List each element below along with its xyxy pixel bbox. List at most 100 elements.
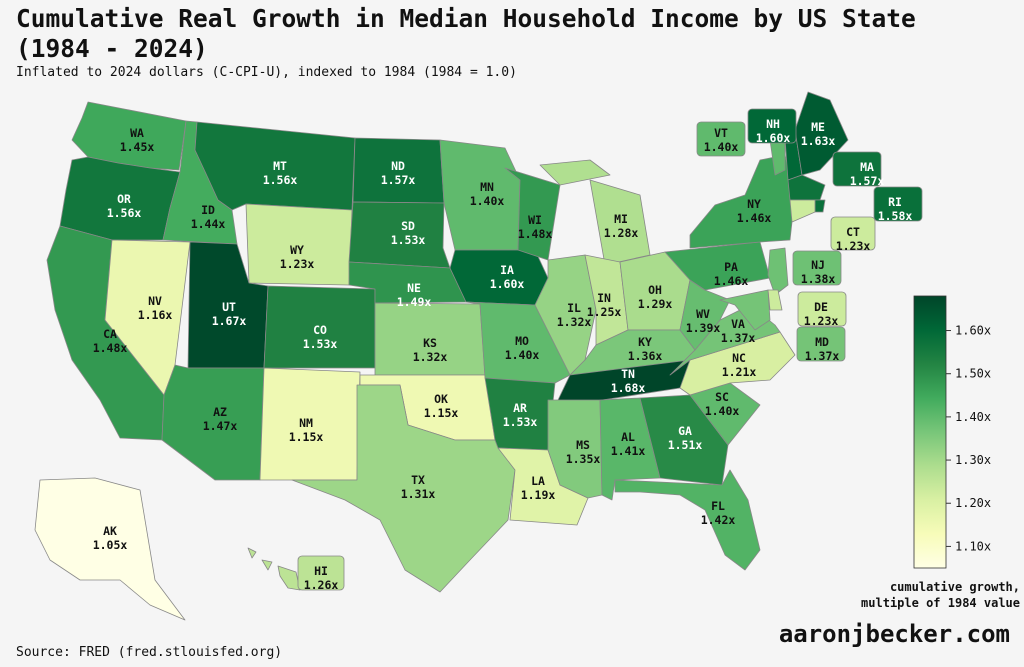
state-value-ok: 1.15x (424, 406, 459, 420)
state-value-az: 1.47x (203, 419, 238, 433)
state-code-co: CO (313, 323, 327, 337)
state-value-ga: 1.51x (668, 438, 703, 452)
state-code-or: OR (117, 192, 131, 206)
state-value-ca: 1.48x (93, 341, 128, 355)
state-code-ma: MA (860, 160, 874, 174)
state-value-wv: 1.39x (686, 321, 721, 335)
state-value-il: 1.32x (557, 315, 592, 329)
state-code-ct: CT (846, 225, 860, 239)
state-code-tn: TN (621, 367, 635, 381)
state-code-la: LA (531, 474, 545, 488)
state-code-mo: MO (515, 334, 529, 348)
state-value-pa: 1.46x (714, 274, 749, 288)
legend-tick-label: 1.30x (955, 453, 991, 467)
legend-tick-label: 1.20x (955, 496, 991, 510)
state-code-il: IL (567, 301, 581, 315)
state-value-la: 1.19x (521, 488, 556, 502)
state-value-ak: 1.05x (93, 538, 128, 552)
state-value-ne: 1.49x (397, 295, 432, 309)
state-label-box-vt (696, 121, 746, 157)
state-value-ut: 1.67x (212, 314, 247, 328)
state-value-nm: 1.15x (289, 430, 324, 444)
state-value-mo: 1.40x (505, 348, 540, 362)
state-labels: WA1.45xOR1.56xCA1.48xNV1.16xID1.44xMT1.5… (93, 108, 923, 592)
state-mi (539, 159, 651, 266)
state-code-wv: WV (696, 307, 710, 321)
state-code-wi: WI (528, 213, 542, 227)
state-value-nh: 1.60x (756, 131, 791, 145)
state-value-nv: 1.16x (138, 308, 173, 322)
state-code-ky: KY (638, 335, 652, 349)
state-ak (34, 477, 186, 621)
state-hi (247, 547, 301, 591)
state-code-ca: CA (103, 327, 117, 341)
legend-tick-label: 1.40x (955, 410, 991, 424)
chart-title: Cumulative Real Growth in Median Househo… (16, 4, 916, 63)
state-code-nc: NC (732, 351, 746, 365)
state-code-ga: GA (678, 424, 692, 438)
state-code-nd: ND (391, 159, 405, 173)
state-fl (614, 469, 761, 571)
state-code-me: ME (811, 120, 825, 134)
state-code-ak: AK (103, 524, 117, 538)
state-code-de: DE (814, 300, 828, 314)
state-code-wy: WY (290, 243, 304, 257)
state-value-wi: 1.48x (518, 227, 553, 241)
brand-watermark: aaronjbecker.com (778, 620, 1010, 648)
state-value-co: 1.53x (303, 337, 338, 351)
state-value-de: 1.23x (804, 314, 839, 328)
state-value-in: 1.25x (587, 305, 622, 319)
state-code-ne: NE (407, 281, 421, 295)
state-code-nv: NV (148, 294, 162, 308)
legend-tick-label: 1.60x (955, 324, 991, 338)
state-value-ma: 1.57x (850, 174, 885, 188)
state-code-ia: IA (500, 263, 514, 277)
state-value-ri: 1.58x (878, 209, 913, 223)
state-de (767, 289, 783, 311)
state-code-sd: SD (401, 219, 415, 233)
state-code-ri: RI (888, 195, 902, 209)
state-ga (639, 394, 729, 486)
state-value-mn: 1.40x (470, 194, 505, 208)
state-code-in: IN (597, 291, 611, 305)
state-label-box-hi (297, 555, 345, 591)
state-code-az: AZ (213, 405, 227, 419)
state-code-md: MD (815, 335, 829, 349)
state-code-sc: SC (715, 390, 729, 404)
chart-subtitle: Inflated to 2024 dollars (C-CPI-U), inde… (16, 65, 517, 80)
state-value-nc: 1.21x (722, 365, 757, 379)
legend-tick-label: 1.10x (955, 539, 991, 553)
state-value-nj: 1.38x (801, 272, 836, 286)
state-value-ny: 1.46x (737, 211, 772, 225)
legend-tick-label: 1.50x (955, 367, 991, 381)
state-label-box-nj (792, 250, 842, 286)
legend-color-bar (913, 295, 947, 569)
state-value-tx: 1.31x (401, 487, 436, 501)
state-code-ny: NY (747, 197, 761, 211)
state-code-tx: TX (411, 473, 425, 487)
state-value-wy: 1.23x (280, 257, 315, 271)
state-value-fl: 1.42x (701, 513, 736, 527)
state-tx (291, 384, 516, 593)
state-label-box-de (797, 291, 847, 327)
state-value-hi: 1.26x (304, 578, 339, 592)
state-code-vt: VT (714, 126, 728, 140)
state-sd (348, 201, 451, 269)
state-value-ks: 1.32x (413, 350, 448, 364)
state-value-al: 1.41x (611, 444, 646, 458)
state-value-sc: 1.40x (705, 404, 740, 418)
state-nc (679, 331, 796, 396)
state-value-ms: 1.35x (566, 452, 601, 466)
state-code-pa: PA (724, 260, 738, 274)
state-code-nh: NH (766, 117, 780, 131)
state-value-mi: 1.28x (604, 226, 639, 240)
state-wi (504, 167, 561, 261)
state-value-sd: 1.53x (391, 233, 426, 247)
state-value-mt: 1.56x (263, 173, 298, 187)
state-code-ar: AR (513, 401, 527, 415)
state-code-mn: MN (480, 180, 494, 194)
state-value-me: 1.63x (801, 134, 836, 148)
source-note: Source: FRED (fred.stlouisfed.org) (16, 645, 283, 660)
state-code-id: ID (201, 203, 215, 217)
